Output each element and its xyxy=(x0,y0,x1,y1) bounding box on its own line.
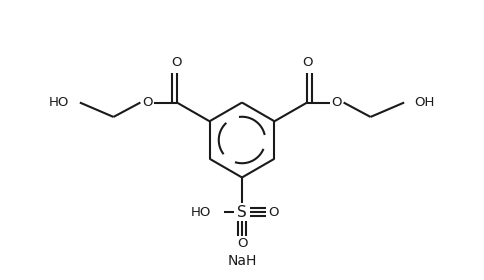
Text: O: O xyxy=(332,96,342,109)
Text: O: O xyxy=(268,206,278,219)
Text: S: S xyxy=(237,205,247,220)
Text: O: O xyxy=(172,56,182,69)
Text: O: O xyxy=(142,96,152,109)
Text: HO: HO xyxy=(190,206,211,219)
Text: NaH: NaH xyxy=(227,254,257,268)
Text: OH: OH xyxy=(415,96,435,109)
Text: O: O xyxy=(237,237,247,250)
Text: HO: HO xyxy=(49,96,69,109)
Text: O: O xyxy=(302,56,312,69)
